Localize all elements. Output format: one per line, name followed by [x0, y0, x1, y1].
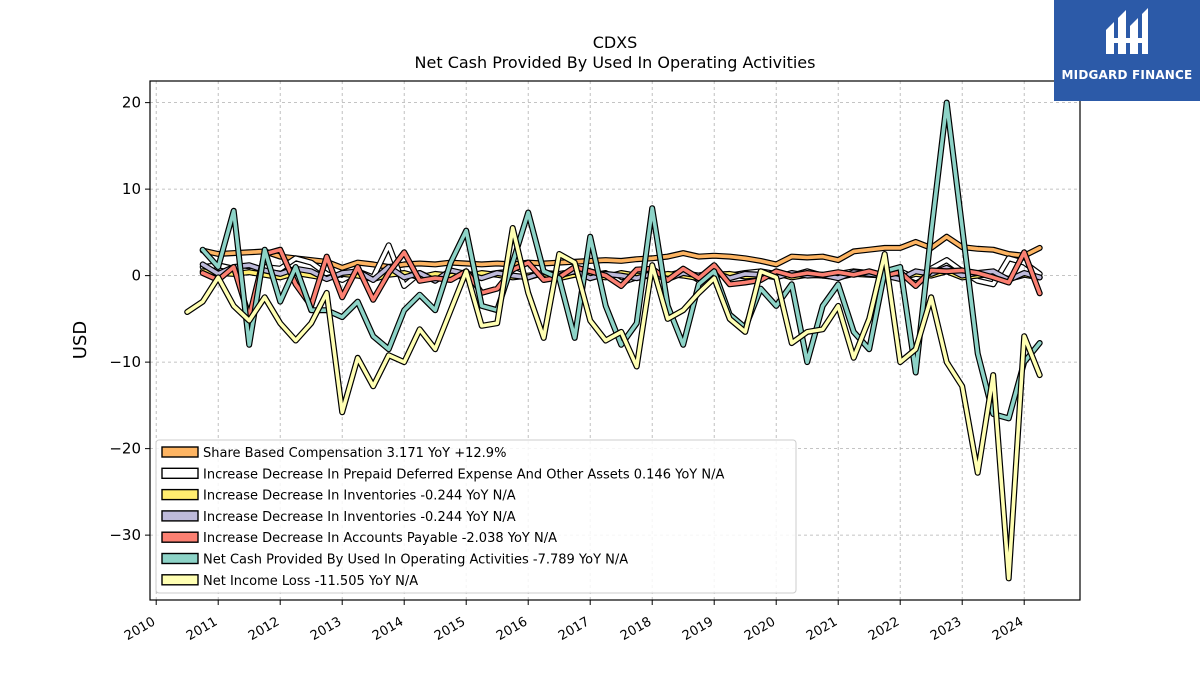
y-tick-label: 20 — [122, 94, 141, 112]
y-tick-label: −30 — [109, 526, 141, 544]
legend-label: Net Cash Provided By Used In Operating A… — [203, 553, 628, 568]
series-line — [199, 233, 1043, 271]
legend-frame — [155, 439, 797, 594]
y-tick-label: 10 — [122, 180, 141, 198]
legend-swatch — [161, 446, 199, 458]
brand-logo-mark — [1106, 8, 1148, 54]
series-line — [199, 99, 1043, 422]
plot-frame — [149, 80, 1081, 601]
legend-swatch — [161, 467, 199, 479]
chart-title: CDXS — [593, 33, 638, 52]
legend-swatch — [161, 574, 199, 586]
y-axis-label: USD — [70, 321, 91, 359]
y-tick-label: 0 — [131, 267, 141, 285]
legend-label: Increase Decrease In Prepaid Deferred Ex… — [203, 467, 724, 482]
y-axis-ticks: 20 10 0 −10 −20 −30 — [109, 94, 150, 544]
chart-subtitle: Net Cash Provided By Used In Operating A… — [415, 53, 816, 72]
legend-swatch — [161, 510, 199, 522]
series-line-stroke — [200, 234, 1042, 270]
series-line-stroke — [200, 100, 1042, 421]
legend-label: Net Income Loss -11.505 YoY N/A — [203, 574, 418, 589]
series-line-stroke — [185, 226, 1042, 581]
y-tick-label: −10 — [109, 353, 141, 371]
brand-logo: MIDGARD FINANCE — [1054, 0, 1200, 101]
y-tick-label: −20 — [109, 440, 141, 458]
legend-swatch — [161, 552, 199, 565]
legend: Share Based Compensation 3.171 YoY +12.9… — [155, 439, 797, 594]
legend-label: Increase Decrease In Accounts Payable -2… — [203, 531, 557, 546]
legend-label: Share Based Compensation 3.171 YoY +12.9… — [203, 446, 506, 461]
series-layer — [184, 99, 1043, 582]
legend-label: Increase Decrease In Inventories -0.244 … — [203, 510, 516, 525]
legend-swatch — [161, 531, 199, 543]
legend-swatch — [161, 488, 199, 501]
brand-logo-text: MIDGARD FINANCE — [1061, 68, 1193, 82]
series-line — [184, 225, 1043, 582]
legend-label: Increase Decrease In Inventories -0.244 … — [203, 489, 516, 504]
